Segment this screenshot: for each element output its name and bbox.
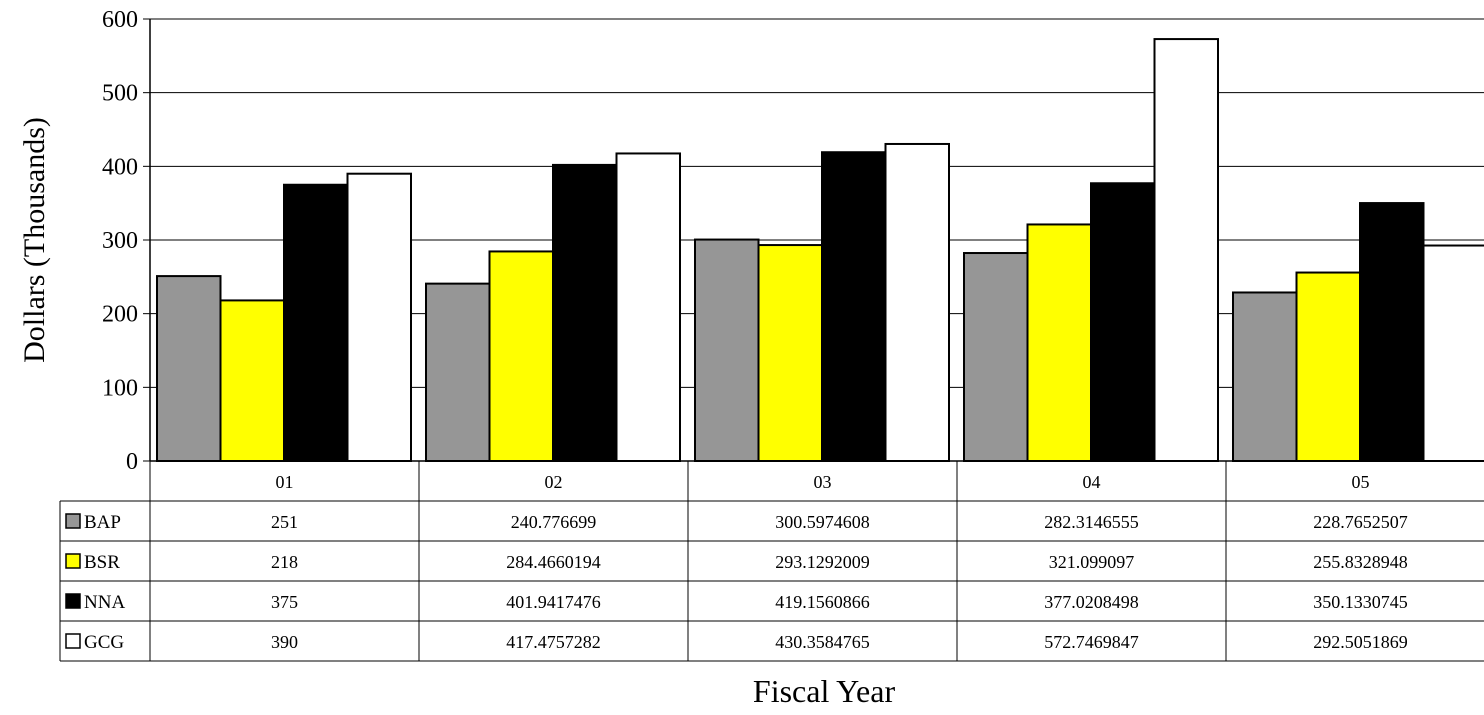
x-tick-label: 05 bbox=[1352, 472, 1370, 492]
data-label: 419.1560866 bbox=[775, 592, 870, 612]
data-label: 375 bbox=[271, 592, 298, 612]
bar-bsr-03 bbox=[757, 244, 823, 462]
bar-gcg-02 bbox=[615, 152, 681, 463]
data-label: 350.1330745 bbox=[1313, 592, 1408, 612]
x-tick-label: 02 bbox=[545, 472, 563, 492]
data-label: 292.5051869 bbox=[1313, 632, 1408, 652]
y-tick-label: 300 bbox=[102, 228, 138, 254]
legend-key-bap bbox=[65, 513, 81, 529]
x-tick-label: 01 bbox=[276, 472, 294, 492]
bar-gcg-03 bbox=[884, 142, 950, 462]
legend-label-gcg: GCG bbox=[84, 632, 124, 653]
y-axis-label: Dollars (Thousands) bbox=[18, 117, 51, 363]
bar-bap-02 bbox=[425, 282, 491, 462]
bar-nna-05 bbox=[1359, 202, 1425, 462]
data-label: 282.3146555 bbox=[1044, 512, 1139, 532]
legend-label-nna: NNA bbox=[84, 592, 125, 613]
legend-key-gcg bbox=[65, 633, 81, 649]
data-label: 377.0208498 bbox=[1044, 592, 1139, 612]
data-label: 572.7469847 bbox=[1044, 632, 1139, 652]
bar-bap-04 bbox=[963, 252, 1029, 462]
data-label: 300.5974608 bbox=[775, 512, 870, 532]
bar-bap-03 bbox=[694, 238, 760, 462]
bar-nna-02 bbox=[552, 163, 618, 462]
bar-nna-01 bbox=[283, 183, 349, 462]
x-tick-label: 04 bbox=[1083, 472, 1101, 492]
bar-bsr-04 bbox=[1026, 223, 1092, 462]
data-label: 390 bbox=[271, 632, 298, 652]
data-label: 293.1292009 bbox=[775, 552, 870, 572]
legend-key-bsr bbox=[65, 553, 81, 569]
legend-label-bap: BAP bbox=[84, 512, 121, 533]
x-axis-label: Fiscal Year bbox=[753, 673, 896, 709]
y-tick-label: 100 bbox=[102, 375, 138, 401]
bar-gcg-05 bbox=[1422, 244, 1484, 462]
bar-bsr-02 bbox=[488, 250, 554, 462]
data-label: 284.4660194 bbox=[506, 552, 601, 572]
bar-bap-05 bbox=[1232, 291, 1298, 462]
bar-gcg-04 bbox=[1153, 38, 1219, 463]
y-tick-label: 200 bbox=[102, 302, 138, 328]
y-tick-label: 0 bbox=[126, 449, 138, 475]
y-tick-label: 400 bbox=[102, 154, 138, 180]
data-label: 430.3584765 bbox=[775, 632, 870, 652]
data-label: 240.776699 bbox=[511, 512, 597, 532]
x-tick-label: 03 bbox=[814, 472, 832, 492]
data-label: 321.099097 bbox=[1049, 552, 1135, 572]
legend-key-nna bbox=[65, 593, 81, 609]
y-tick-labels: 0 100 200 300 400 500 600 bbox=[102, 7, 138, 475]
y-tick-label: 500 bbox=[102, 81, 138, 107]
bar-bsr-05 bbox=[1295, 271, 1361, 462]
data-table: 01 02 03 04 05 BAP 251 240.776699 300.5974608 282… bbox=[59, 461, 1484, 662]
bars bbox=[156, 38, 1484, 463]
data-label: 218 bbox=[271, 552, 298, 572]
axes bbox=[143, 18, 1484, 462]
legend-label-bsr: BSR bbox=[84, 552, 120, 573]
bar-nna-04 bbox=[1090, 182, 1156, 462]
bar-bsr-01 bbox=[219, 299, 285, 463]
y-tick-label: 600 bbox=[102, 7, 138, 33]
data-label: 228.7652507 bbox=[1313, 512, 1408, 532]
data-label: 255.8328948 bbox=[1313, 552, 1408, 572]
data-label: 401.9417476 bbox=[506, 592, 601, 612]
bar-nna-03 bbox=[821, 151, 887, 462]
data-label: 251 bbox=[271, 512, 298, 532]
data-label: 417.4757282 bbox=[506, 632, 601, 652]
bar-bap-01 bbox=[156, 275, 222, 463]
bar-gcg-01 bbox=[346, 172, 412, 462]
